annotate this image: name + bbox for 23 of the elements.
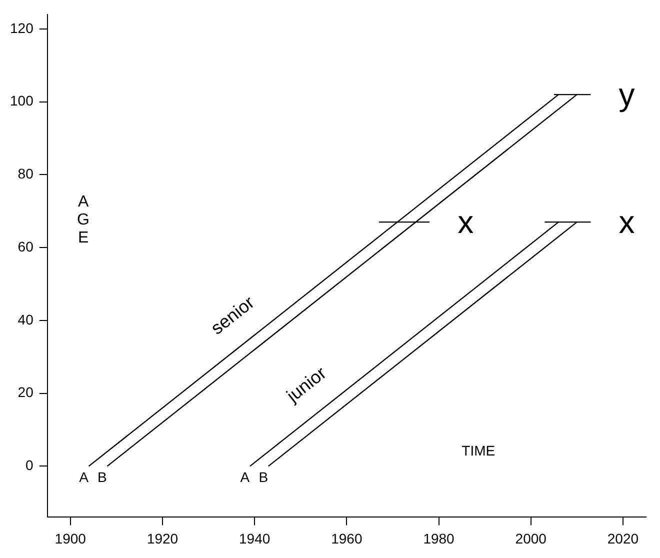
y-tick-label: 20 — [18, 384, 34, 400]
x-tick-label: 1940 — [239, 530, 270, 546]
annotation: B — [258, 469, 268, 486]
x-tick-label: 1960 — [331, 530, 362, 546]
annotation: A — [240, 469, 250, 486]
y-axis-title: AGE — [77, 193, 90, 246]
annotation: x — [458, 204, 474, 240]
y-tick-label: 100 — [10, 92, 34, 109]
annotation: B — [98, 469, 107, 486]
x-tick-label: 2020 — [607, 530, 639, 546]
x-tick-label: 2000 — [515, 530, 547, 546]
y-tick-label: 120 — [10, 20, 34, 36]
y-tick-label: 80 — [18, 166, 34, 182]
y-tick-label: 60 — [18, 238, 34, 254]
x-axis-title: TIME — [462, 442, 496, 459]
annotation: A — [79, 469, 90, 486]
x-tick-label: 1980 — [423, 530, 455, 546]
annotation: x — [618, 204, 635, 240]
y-tick-label: 40 — [18, 311, 34, 328]
annotation: y — [618, 76, 635, 112]
x-tick-label: 1920 — [146, 530, 178, 546]
y-tick-label: 0 — [26, 457, 34, 474]
x-tick-label: 1900 — [54, 530, 86, 546]
